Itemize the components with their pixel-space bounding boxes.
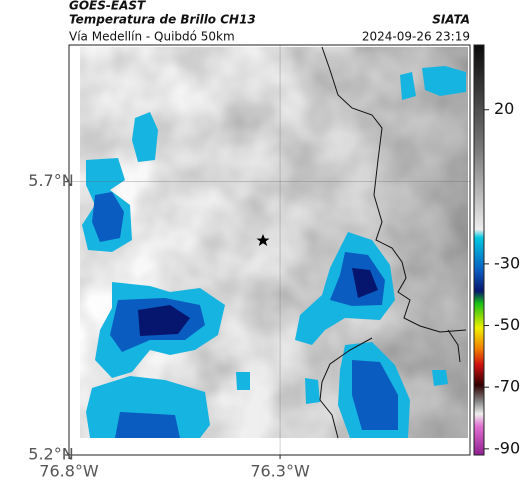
brightness-shade (80, 47, 468, 438)
x-tick-label: 76.3°W (250, 462, 310, 481)
colorbar: 20 -30 -50 -70 -90 (473, 44, 520, 457)
brand: SIATA (432, 13, 470, 27)
colorbar-scale (473, 44, 485, 456)
colorbar-tick-label: -30 (494, 253, 520, 272)
colorbar-tick-label: -70 (494, 377, 520, 396)
border-line (319, 337, 373, 439)
header: GOES-EAST Temperatura de Brillo CH13 Vía… (69, 0, 470, 44)
datetime: 2024-09-26 23:19 (362, 30, 470, 44)
cold-clouds (82, 66, 466, 438)
border-line (321, 46, 467, 333)
map-frame (68, 44, 471, 456)
colorbar-tick-label: -50 (494, 315, 520, 334)
x-tick-label: 76.8°W (39, 462, 99, 481)
border-line (447, 329, 461, 363)
colorbar-tick-label: 20 (494, 99, 514, 118)
location-marker (256, 234, 270, 246)
colorbar-tick-label: -90 (494, 438, 520, 457)
source: GOES-EAST (69, 0, 146, 13)
title: Temperatura de Brillo CH13 (69, 13, 256, 27)
y-tick-label: 5.7°N (28, 171, 73, 190)
subtitle: Vía Medellín - Quibdó 50km (69, 30, 235, 44)
y-tick-label: 5.2°N (28, 445, 73, 464)
map (68, 44, 471, 456)
